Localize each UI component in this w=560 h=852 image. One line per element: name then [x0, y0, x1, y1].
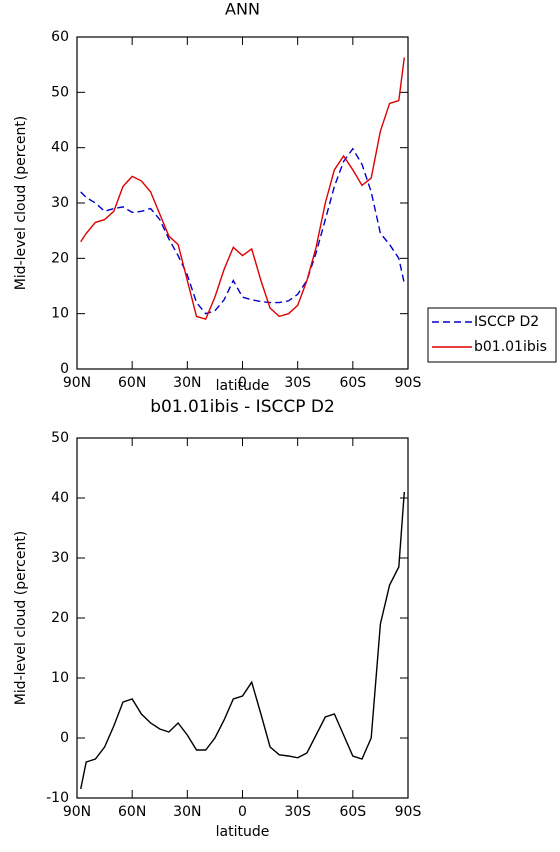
x-tick-label: 90N [63, 375, 91, 391]
x-tick-label: 60N [118, 375, 146, 391]
x-tick-label: 30S [284, 804, 311, 820]
y-tick-label: -10 [46, 790, 69, 806]
plot-frame [76, 437, 409, 799]
x-tick-label: 30N [173, 804, 201, 820]
chart-title: ANN [225, 0, 260, 19]
legend-label: ISCCP D2 [474, 314, 539, 330]
y-tick-label: 20 [51, 610, 69, 626]
x-tick-label: 60S [339, 375, 366, 391]
x-axis-label: latitude [216, 824, 270, 840]
x-tick-label: 0 [238, 375, 247, 391]
y-axis-label: Mid-level cloud (percent) [13, 531, 29, 706]
x-tick-label: 90S [395, 804, 422, 820]
y-tick-label: 40 [51, 140, 69, 156]
y-tick-label: 10 [51, 306, 69, 322]
y-tick-label: 60 [51, 29, 69, 45]
chart-title: b01.01ibis - ISCCP D2 [150, 397, 335, 417]
y-tick-label: 10 [51, 670, 69, 686]
data-line [80, 57, 405, 321]
x-tick-label: 0 [238, 804, 247, 820]
x-tick-label: 60S [339, 804, 366, 820]
y-tick-label: 0 [60, 361, 69, 377]
y-tick-label: 30 [51, 550, 69, 566]
y-tick-label: 30 [51, 195, 69, 211]
y-tick-label: 50 [51, 84, 69, 100]
x-tick-label: 90S [395, 375, 422, 391]
y-tick-label: 20 [51, 250, 69, 266]
legend-label: b01.01ibis [474, 339, 547, 355]
x-tick-label: 60N [118, 804, 146, 820]
x-tick-label: 90N [63, 804, 91, 820]
y-tick-label: 40 [51, 490, 69, 506]
x-tick-label: 30N [173, 375, 201, 391]
plot-frame [76, 36, 409, 370]
data-line [80, 147, 405, 315]
x-axis-label: latitude [216, 378, 270, 394]
data-line [80, 491, 405, 790]
x-tick-label: 30S [284, 375, 311, 391]
y-tick-label: 50 [51, 430, 69, 446]
y-tick-label: 0 [60, 730, 69, 746]
y-axis-label: Mid-level cloud (percent) [13, 116, 29, 291]
legend-box [427, 307, 557, 363]
